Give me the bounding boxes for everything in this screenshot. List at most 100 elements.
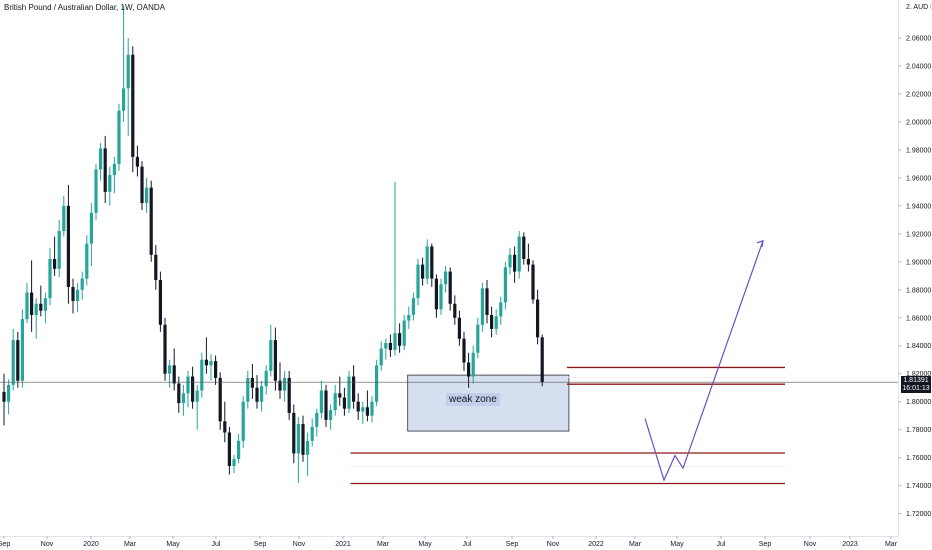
candle [342,387,346,416]
candle-body [260,386,264,402]
candle [503,261,507,310]
candle-body [301,424,305,455]
candle [269,324,273,377]
candle [283,370,287,402]
candle [522,232,526,265]
y-tick-label: 1.94000 [906,203,931,210]
projection-layer [644,239,764,482]
candle-body [361,407,365,412]
price-axis-panel [898,0,932,550]
candle [444,265,448,293]
x-tick-label: Jul [212,541,221,548]
candle-body [287,377,291,413]
candle [319,380,323,419]
level-layer [0,366,898,485]
candle-body [62,205,66,232]
y-tick-label: 1.72000 [906,511,931,518]
x-tick-label: Nov [804,541,817,548]
candle [333,384,337,416]
candle [25,282,29,324]
candle-body [126,54,130,89]
candle-body [200,359,204,391]
candle [453,295,457,325]
y-tick-label: 2.04000 [906,63,931,70]
candle [112,156,116,194]
candle [126,37,130,136]
candle [540,334,544,387]
candle-body [204,359,208,366]
candle [352,365,356,409]
candle [71,278,75,314]
candle-body [485,288,489,315]
candle [218,372,222,430]
candle [80,271,84,300]
candle-body [2,391,6,402]
candle-body [347,376,351,409]
candle [168,359,172,388]
candle [34,298,38,339]
y-tick-label: 1.92000 [906,231,931,238]
candle [338,376,342,406]
candle-body [407,314,411,321]
candle-body [453,303,457,318]
candle [421,257,425,286]
candle [278,362,282,399]
y-tick-label: 1.90000 [906,259,931,266]
candle [448,267,452,311]
candle-body [168,365,172,374]
candle [145,177,149,213]
candle [232,454,236,474]
candle-body [365,407,369,416]
bar-countdown: 16:01:13 [902,385,930,392]
candle-body [329,410,333,420]
candle [324,384,328,427]
candle [260,380,264,412]
candle-body [319,390,323,413]
candle-body [71,286,75,301]
y-tick-label: 2.06000 [906,35,931,42]
candle [85,235,89,286]
candle [30,260,34,332]
candle [480,282,484,332]
candle-body [241,401,245,441]
candle-body [517,236,521,272]
last-price-badge: 1.81391 16:01:13 [901,376,931,393]
candle-body [135,156,139,167]
candle [301,415,305,462]
candle [499,296,503,325]
candle [246,370,250,409]
projection-arrowhead [756,239,764,247]
candle-body [370,401,374,416]
candle-body [526,259,530,265]
candle [296,417,300,483]
candle-body [34,303,38,315]
candle [393,182,397,356]
candle-body [416,264,420,299]
candle-body [177,383,181,404]
candle-body [283,377,287,391]
candle-body [430,246,434,279]
candle [273,327,277,391]
candle-body [209,361,213,366]
candle-body [296,424,300,454]
candle [370,396,374,423]
candle-body [292,412,296,454]
candle-body [237,440,241,460]
candle [476,317,480,359]
candle-body [117,110,121,164]
candle [264,365,268,395]
candle-body [246,377,250,402]
candle [250,363,254,399]
candle-body [172,365,176,384]
x-tick-label: 2021 [335,541,351,548]
candle-body [112,163,116,176]
candle-body [269,340,273,371]
candle-body [467,362,471,377]
candle-body [48,259,52,299]
candle [140,161,144,211]
candle [467,352,471,388]
candle-body [154,254,158,280]
candle-body [163,324,167,374]
